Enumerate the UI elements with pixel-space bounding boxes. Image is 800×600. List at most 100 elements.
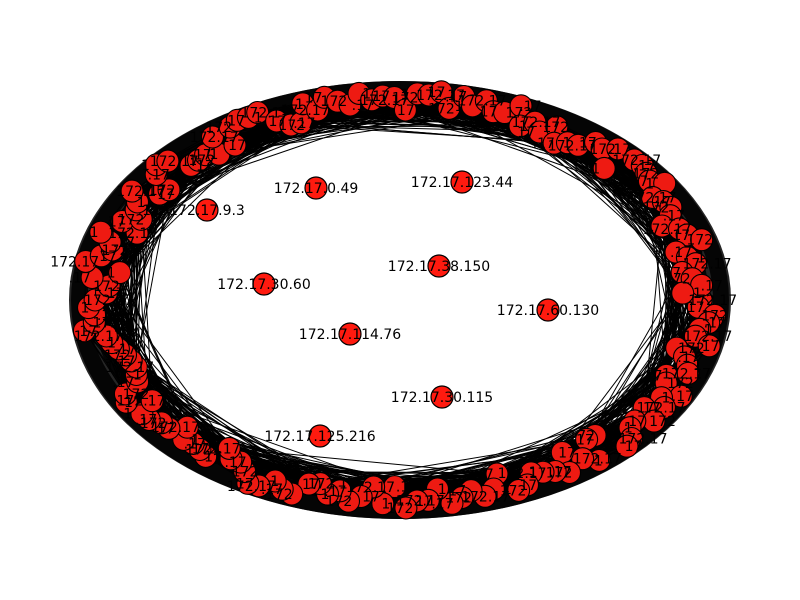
ring-node-label: .17 bbox=[670, 245, 692, 261]
ring-node-label: .17 bbox=[549, 465, 571, 481]
ring-node-label: 172.17 bbox=[637, 400, 686, 416]
ring-node-label: 172.17 bbox=[628, 190, 677, 206]
ring-node[interactable] bbox=[140, 389, 164, 413]
edge bbox=[586, 292, 684, 440]
node-label: 172.17.114.76 bbox=[299, 327, 402, 343]
ring-node-label: 1 bbox=[563, 136, 572, 152]
ring-node-label: 172.17 bbox=[116, 184, 165, 200]
ring-node-label: 172.17 bbox=[151, 420, 200, 436]
ring-node-label: .17 bbox=[626, 174, 648, 190]
ring-node-label: 17 bbox=[638, 159, 656, 175]
ring-node-label: .17 bbox=[352, 98, 374, 114]
graph-node[interactable]: 172.17.0.49 bbox=[274, 176, 359, 200]
ring-node-label: 1 bbox=[438, 482, 447, 498]
ring-node-label: 172 bbox=[428, 101, 455, 117]
node-circle[interactable] bbox=[308, 424, 332, 448]
ring-node-label: 17 bbox=[415, 494, 433, 510]
graph-node[interactable]: 172.17.30.60 bbox=[217, 272, 311, 296]
ring-node-label: 1 bbox=[270, 474, 279, 490]
ring-node-label: .17 bbox=[97, 308, 119, 324]
graph-node[interactable]: 172.17.38.150 bbox=[388, 254, 490, 278]
ring-node-label: 172 bbox=[104, 348, 131, 364]
node-circle[interactable] bbox=[450, 170, 474, 194]
ring-node[interactable] bbox=[120, 179, 144, 203]
ring-node-label: .17 bbox=[519, 99, 541, 115]
ring-node[interactable] bbox=[89, 220, 113, 244]
ring-node-label: 172 bbox=[387, 501, 414, 517]
ring-node[interactable] bbox=[393, 98, 417, 122]
ring-node-label: 172 bbox=[118, 212, 145, 228]
ring-node-label: 1 bbox=[594, 453, 603, 469]
ring-node[interactable] bbox=[217, 436, 241, 460]
graph-node[interactable]: 172.17.9.3 bbox=[169, 198, 245, 222]
ring-node[interactable] bbox=[507, 478, 531, 502]
ring-node[interactable] bbox=[108, 261, 132, 285]
ring-node-label: 172 bbox=[149, 183, 176, 199]
ring-node-label: 172 bbox=[140, 416, 167, 432]
node-label: 172.17.30.60 bbox=[217, 277, 311, 293]
graph-node[interactable]: 172.17.30.115 bbox=[391, 385, 493, 409]
ring-node[interactable] bbox=[200, 125, 225, 149]
ring-node-label: 1 bbox=[381, 497, 390, 513]
ring-node-label: 172.17 bbox=[573, 452, 622, 468]
node-label: 172.17.30.115 bbox=[391, 390, 493, 406]
node-circle[interactable] bbox=[536, 298, 560, 322]
graph-node[interactable]: 172.17.123.44 bbox=[411, 170, 514, 194]
ring-node[interactable] bbox=[297, 472, 321, 496]
ring-node-label: 172 bbox=[93, 315, 120, 331]
ring-node-label: 1 bbox=[693, 358, 702, 374]
ring-node-label: 172 bbox=[686, 233, 713, 249]
graph-node[interactable]: 172.17.60.130 bbox=[497, 298, 599, 322]
graph-node[interactable]: 172.17.125.216 bbox=[264, 424, 376, 448]
node-label: 172.17.38.150 bbox=[388, 259, 490, 275]
ring-node-label: 1 bbox=[123, 407, 132, 423]
ring-node[interactable] bbox=[690, 228, 714, 252]
ring-node-label: 172.17 bbox=[416, 88, 465, 104]
ring-node[interactable] bbox=[394, 496, 418, 520]
ring-node-label: 17 bbox=[228, 138, 246, 154]
ring-node-label: 1 bbox=[141, 158, 150, 174]
ring-node-label: 172.17 bbox=[227, 479, 276, 495]
ring-node-label: 17 bbox=[448, 484, 466, 500]
ring-node-label: 172 bbox=[542, 120, 569, 136]
node-circle[interactable] bbox=[338, 322, 362, 346]
ring-node-label: 17 bbox=[157, 421, 175, 437]
node-label: 172.17.60.130 bbox=[497, 303, 599, 319]
ring-node[interactable] bbox=[615, 434, 639, 458]
ring-node-label: 1 bbox=[362, 86, 371, 102]
ring-node-label: .17 bbox=[138, 203, 160, 219]
ring-node[interactable] bbox=[156, 149, 180, 173]
ring-node-label: 172.17 bbox=[308, 477, 357, 493]
ring-node-label: 17 bbox=[480, 105, 498, 121]
ring-node-label: 1 bbox=[591, 161, 600, 177]
ring-node[interactable] bbox=[246, 100, 270, 125]
ring-node-label: 172 bbox=[232, 465, 259, 481]
node-circle[interactable] bbox=[304, 176, 328, 200]
node-circle[interactable] bbox=[195, 198, 219, 222]
node-circle[interactable] bbox=[430, 385, 454, 409]
ring-node[interactable] bbox=[697, 334, 721, 358]
ring-node[interactable] bbox=[606, 137, 630, 161]
ring-node-label: 172 bbox=[664, 272, 691, 288]
ring-node[interactable] bbox=[592, 156, 616, 180]
ring-node-label: .17 bbox=[189, 148, 211, 164]
ring-node[interactable] bbox=[440, 491, 464, 515]
ring-node-label: .17 bbox=[624, 414, 646, 430]
ring-node-label: 172 bbox=[500, 483, 527, 499]
ring-node-label: 1 bbox=[645, 219, 654, 235]
ring-node-label: 172.17 bbox=[74, 329, 123, 345]
ring-node-label: 172 bbox=[102, 243, 129, 259]
ring-node-label: 17 bbox=[268, 114, 286, 130]
ring-node[interactable] bbox=[671, 281, 695, 305]
node-circle[interactable] bbox=[427, 254, 451, 278]
ring-node-label: .17 bbox=[704, 316, 726, 332]
ring-node-label: .17 bbox=[293, 116, 315, 132]
ring-node[interactable] bbox=[157, 178, 181, 202]
ring-node-label: 172.17 bbox=[360, 93, 409, 109]
graph-node[interactable]: 172.17.114.76 bbox=[299, 322, 402, 346]
node-circle[interactable] bbox=[252, 272, 276, 296]
ring-node-label: 172.17 bbox=[612, 153, 661, 169]
ring-node-label: 1 bbox=[321, 487, 330, 503]
ring-node-label: 172.17 bbox=[281, 103, 330, 119]
